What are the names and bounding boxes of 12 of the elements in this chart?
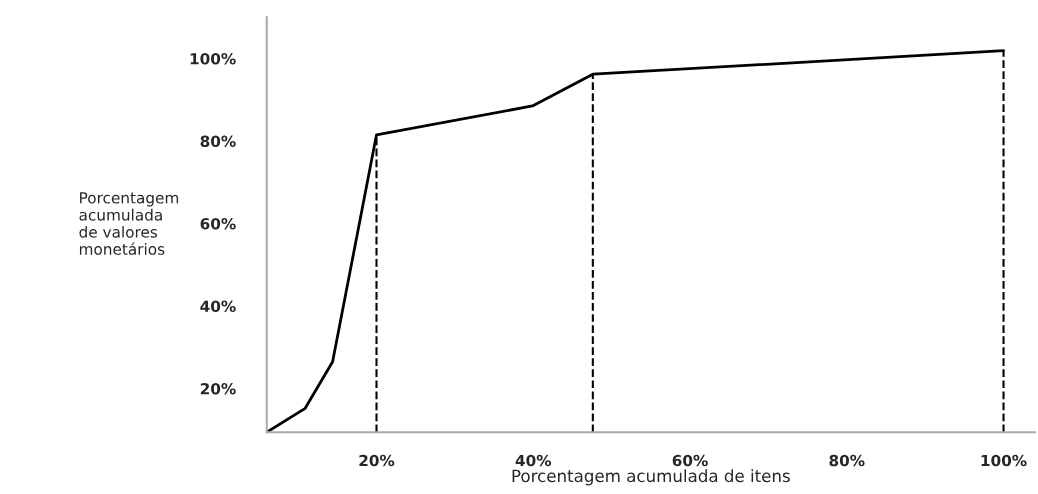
x-tick-label: 80% xyxy=(829,454,865,467)
y-axis-title: Porcentagem acumulada de valores monetários xyxy=(79,192,179,255)
y-tick-label: 20% xyxy=(200,382,236,395)
x-axis-title: Porcentagem acumulada de itens xyxy=(512,469,790,486)
y-tick-label: 40% xyxy=(200,300,236,313)
x-tick-label: 40% xyxy=(515,454,552,467)
x-tick-label: 60% xyxy=(672,454,708,467)
x-tick-label: 20% xyxy=(359,454,395,467)
y-tick-label: 100% xyxy=(190,53,236,65)
y-tick-label: 60% xyxy=(200,218,236,230)
y-tick-label: 80% xyxy=(200,135,236,148)
x-tick-label: 100% xyxy=(981,454,1027,467)
